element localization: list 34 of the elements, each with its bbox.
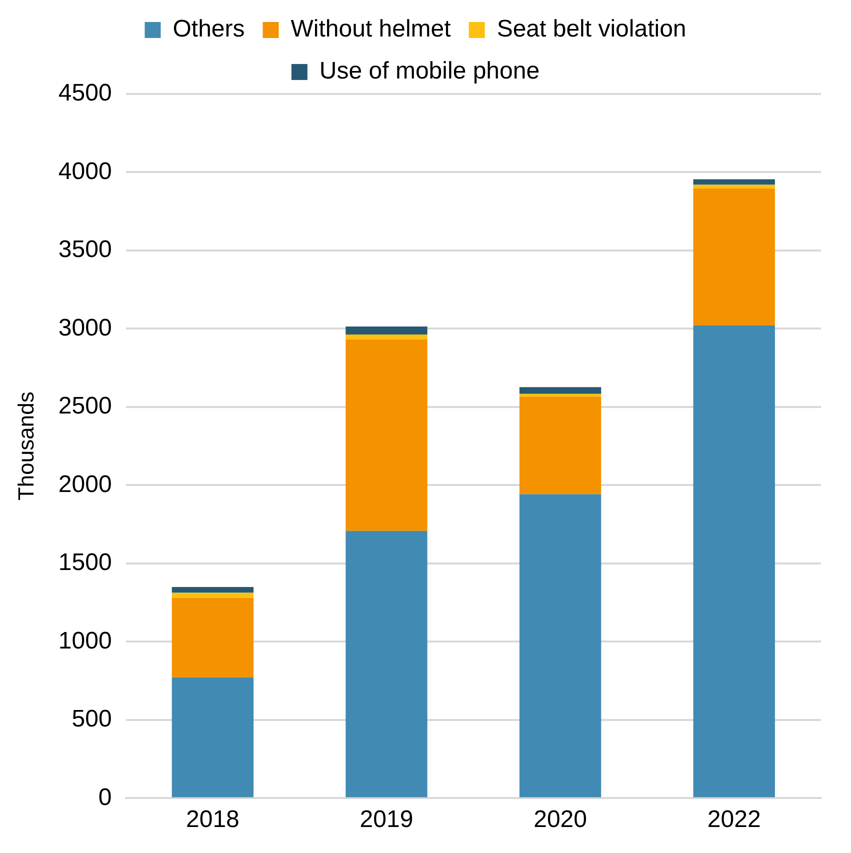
y-tick-label: 1000 <box>58 627 112 654</box>
bar <box>693 184 775 189</box>
bar <box>693 179 775 185</box>
y-tick-label: 4500 <box>58 80 112 107</box>
legend-label: Seat belt violation <box>496 16 686 43</box>
legend-label: Others <box>172 16 245 43</box>
y-tick-label: 1500 <box>58 549 112 576</box>
x-tick-label: 2022 <box>707 806 761 834</box>
y-axis-title: Thousands <box>13 392 38 501</box>
x-tick-label: 2018 <box>186 806 240 834</box>
legend-label: Without helmet <box>290 16 452 43</box>
x-tick-label: 2019 <box>360 806 414 834</box>
bar <box>172 592 254 598</box>
bar <box>693 325 775 798</box>
bar <box>519 494 602 798</box>
y-tick-label: 0 <box>98 784 112 811</box>
bar <box>346 326 428 335</box>
bar <box>172 598 254 678</box>
y-tick-label: 2500 <box>58 392 112 420</box>
y-tick-label: 2000 <box>58 470 112 498</box>
x-tick-label: 2020 <box>534 806 587 834</box>
y-tick-label: 4000 <box>58 158 112 185</box>
bar <box>519 396 602 494</box>
y-tick-label: 3000 <box>58 314 112 342</box>
bar <box>346 339 428 531</box>
legend-label: Use of mobile phone <box>319 58 540 85</box>
bar <box>519 387 602 394</box>
bar <box>172 677 254 798</box>
y-tick-label: 3500 <box>58 236 112 264</box>
bar <box>693 188 775 326</box>
bar <box>346 530 428 798</box>
y-tick-label: 500 <box>72 706 112 733</box>
bar <box>346 334 428 340</box>
bar <box>172 586 254 593</box>
